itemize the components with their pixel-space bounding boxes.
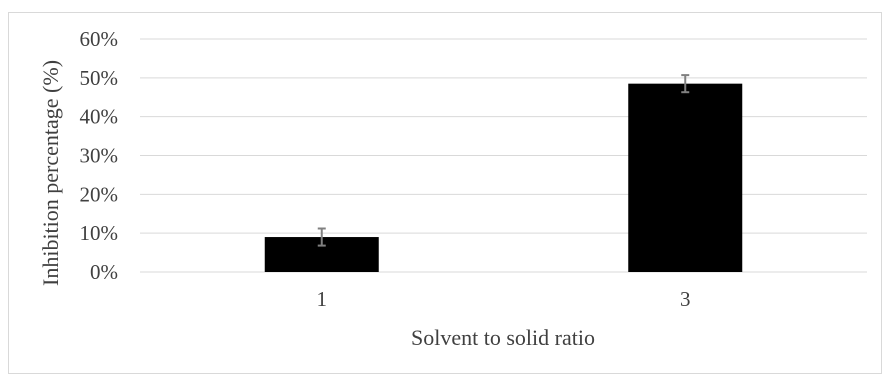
error-bars (317, 74, 690, 247)
chart-frame (8, 12, 882, 374)
y-tick-label: 50% (80, 66, 119, 90)
x-tick-label: 3 (680, 287, 691, 311)
gridlines (140, 38, 867, 273)
y-axis-label: Inhibition percentage (%) (38, 60, 63, 286)
y-tick-label: 30% (80, 144, 119, 168)
y-axis-tick-labels: 0% 10% 20% 30% 40% 50% 60% (80, 27, 119, 284)
x-axis-label: Solvent to solid ratio (411, 325, 595, 350)
bar-3 (628, 83, 743, 273)
y-tick-label: 60% (80, 27, 119, 51)
error-bar-1 (317, 227, 326, 247)
x-tick-label: 1 (317, 287, 328, 311)
error-bar-3 (681, 74, 690, 94)
y-tick-label: 40% (80, 105, 119, 129)
y-tick-label: 0% (90, 260, 118, 284)
y-tick-label: 20% (80, 182, 119, 206)
bars (264, 83, 743, 273)
y-tick-label: 10% (80, 221, 119, 245)
